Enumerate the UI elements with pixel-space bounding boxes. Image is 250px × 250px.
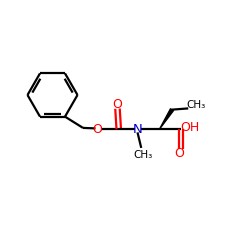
Text: O: O: [92, 123, 102, 136]
Text: N: N: [132, 123, 142, 136]
Text: O: O: [112, 98, 122, 111]
Polygon shape: [160, 109, 173, 129]
Text: CH₃: CH₃: [133, 150, 152, 160]
Text: CH₃: CH₃: [187, 100, 206, 110]
Text: O: O: [174, 147, 184, 160]
Text: OH: OH: [180, 122, 200, 134]
